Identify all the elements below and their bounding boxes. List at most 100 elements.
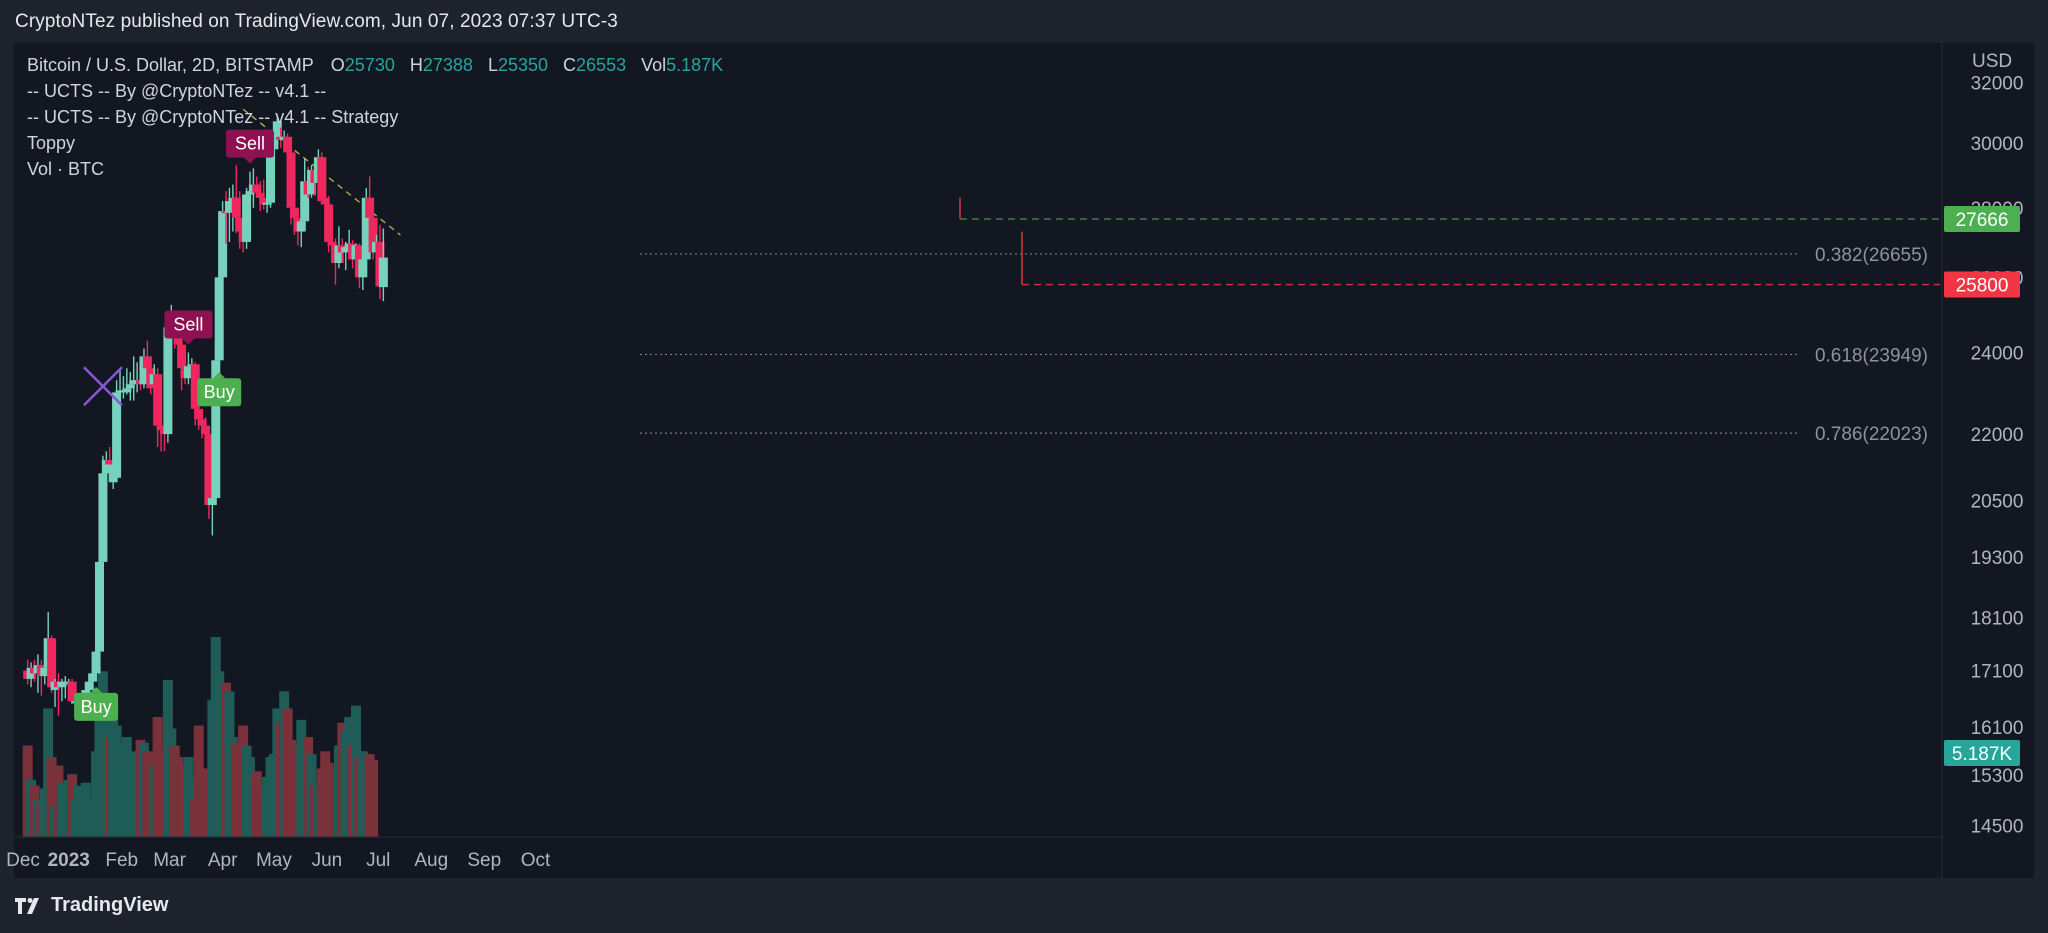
candle-body xyxy=(26,667,36,679)
candle-body xyxy=(252,184,262,193)
ohlc-high-value: 27388 xyxy=(422,55,473,75)
price-tick-label: 24000 xyxy=(1971,343,2024,364)
candle-body xyxy=(194,408,204,420)
ohlc-low-key: L xyxy=(487,55,498,75)
candle-body xyxy=(296,221,306,232)
signal-label: Buy xyxy=(81,697,112,717)
candle-body xyxy=(105,460,115,465)
candle-body xyxy=(211,360,221,499)
footer-bar xyxy=(0,878,2048,933)
time-tick-label: 2023 xyxy=(48,850,90,871)
volume-tag-text: 5.187K xyxy=(1952,744,2013,765)
candle-body xyxy=(245,191,255,195)
candles xyxy=(23,115,388,716)
time-tick-label: Oct xyxy=(521,850,551,871)
price-tick-label: 32000 xyxy=(1971,73,2024,94)
candle-body xyxy=(289,207,299,218)
candle-body xyxy=(173,333,183,345)
candle-body xyxy=(317,157,327,202)
price-tick-label: 14500 xyxy=(1971,816,2024,837)
buy-signal-badge xyxy=(197,378,242,407)
candle-body xyxy=(197,419,207,426)
candle-body xyxy=(40,667,50,677)
time-tick-label: Dec xyxy=(6,850,40,871)
symbol-title: Bitcoin / U.S. Dollar, 2D, BITSTAMP xyxy=(27,55,314,75)
candle-body xyxy=(365,197,375,218)
time-tick-label: Mar xyxy=(153,850,186,871)
indicator-toppy[interactable]: Toppy xyxy=(27,133,76,153)
candle-body xyxy=(272,121,282,139)
candle-body xyxy=(207,498,217,505)
ohlc-close-key: C xyxy=(563,55,577,75)
candle-body xyxy=(235,217,245,232)
sell-signal-badge xyxy=(225,129,274,158)
brand-name: TradingView xyxy=(51,894,169,916)
candle-body xyxy=(84,681,94,691)
buy-signal-badge xyxy=(74,692,119,721)
price-tag-support-text: 25800 xyxy=(1956,276,2009,297)
ohlc-close-value: 26553 xyxy=(576,55,627,75)
candle-body xyxy=(91,651,101,674)
published-info: CryptoNTez published on TradingView.com,… xyxy=(15,11,618,32)
price-tick-label: 30000 xyxy=(1971,134,2024,155)
candle-body xyxy=(358,259,368,278)
ohlc-vol-value: 5.187K xyxy=(666,55,724,75)
candle-body xyxy=(183,366,193,379)
indicator-volume[interactable]: Vol · BTC xyxy=(27,159,105,179)
candle-body xyxy=(320,197,330,205)
indicator-ucts[interactable]: -- UCTS -- By @CryptoNTez -- v4.1 -- xyxy=(27,81,327,101)
price-tick-label: 18100 xyxy=(1971,608,2024,629)
symbol-row[interactable]: Bitcoin / U.S. Dollar, 2D, BITSTAMP O257… xyxy=(27,52,733,78)
time-tick-label: Apr xyxy=(208,850,238,871)
candle-body xyxy=(88,673,98,682)
time-tick-label: Aug xyxy=(414,850,448,871)
candle-body xyxy=(98,473,108,562)
candle-body xyxy=(112,392,122,478)
fib-level-label: 0.786(22023) xyxy=(1815,424,1928,445)
time-tick-label: Sep xyxy=(467,850,501,871)
candle-body xyxy=(378,257,388,288)
fib-level-label: 0.382(26655) xyxy=(1815,245,1928,266)
time-tick-label: Jun xyxy=(312,850,343,871)
ohlc-vol-key: Vol xyxy=(641,55,667,75)
candle-body xyxy=(142,356,152,369)
candle-body xyxy=(95,561,104,652)
tradingview-logo[interactable]: TradingView xyxy=(15,894,168,917)
candle-body xyxy=(361,197,371,260)
price-tag-resistance-text: 27666 xyxy=(1956,210,2009,231)
currency-label: USD xyxy=(1972,51,2012,72)
candle-body xyxy=(300,181,310,222)
price-tick-label: 20500 xyxy=(1971,491,2024,512)
candle-body xyxy=(47,638,57,688)
candle-body xyxy=(255,192,265,198)
ohlc-open-value: 25730 xyxy=(344,55,395,75)
volume-bar xyxy=(46,757,57,837)
signal-label: Sell xyxy=(235,134,265,154)
price-tick-label: 16100 xyxy=(1971,718,2024,739)
candle-body xyxy=(156,425,166,430)
toppy-cross-mark xyxy=(83,366,123,407)
candle-body xyxy=(218,211,228,278)
candle-body xyxy=(204,434,214,505)
candle-body xyxy=(224,201,234,213)
candle-body xyxy=(231,197,241,218)
candle-body xyxy=(201,425,211,435)
candle-body xyxy=(368,217,378,253)
volume-bars xyxy=(22,637,379,837)
price-tick-label: 17100 xyxy=(1971,662,2024,683)
time-tick-label: May xyxy=(256,850,292,871)
candle-body xyxy=(129,380,139,385)
ohlc-low-value: 25350 xyxy=(497,55,549,75)
candle-body xyxy=(190,364,200,409)
candle-body xyxy=(139,356,149,385)
candle-body xyxy=(242,194,252,242)
candle-body xyxy=(266,149,275,203)
indicator-ucts-strategy[interactable]: -- UCTS -- By @CryptoNTez -- v4.1 -- Str… xyxy=(27,107,399,127)
volume-bar xyxy=(368,759,379,837)
candle-body xyxy=(163,327,173,435)
candle-body xyxy=(262,202,272,205)
price-tag-support xyxy=(1944,271,2020,298)
candle-body xyxy=(214,277,224,361)
time-tick-label: Feb xyxy=(105,850,138,871)
